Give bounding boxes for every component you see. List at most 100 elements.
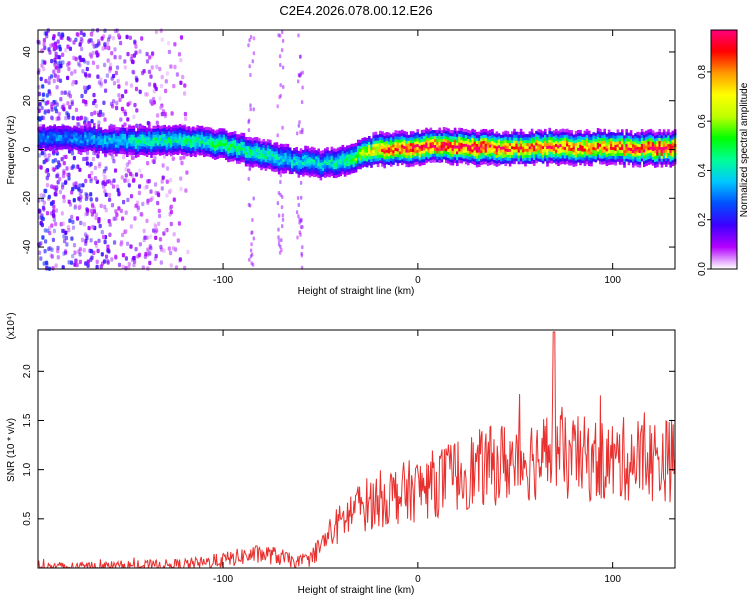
noise-cell <box>43 110 47 115</box>
ridge-cell <box>502 137 505 141</box>
ridge-cell <box>409 134 413 138</box>
noise-cell <box>84 178 88 184</box>
ridge-cell <box>64 140 67 144</box>
ridge-cell <box>275 145 279 149</box>
ridge-cell <box>665 137 668 141</box>
ridge-cell <box>502 131 505 135</box>
ridge-cell <box>229 140 232 145</box>
y-tick-label: 1.0 <box>22 462 33 476</box>
ridge-cell <box>55 149 59 153</box>
ridge-cell <box>152 146 155 150</box>
ridge-cell <box>297 156 301 160</box>
ridge-cell <box>242 147 246 151</box>
ridge-cell <box>280 161 283 165</box>
colorbar-band <box>711 149 737 153</box>
ridge-cell <box>656 158 659 162</box>
noise-cell <box>79 40 83 45</box>
ridge-cell <box>71 127 74 131</box>
ridge-cell <box>649 158 653 162</box>
noise-cell <box>44 169 48 174</box>
noise-cell <box>279 83 282 88</box>
ridge-cell <box>148 134 151 138</box>
ridge-cell <box>612 132 615 136</box>
ridge-cell <box>530 143 534 147</box>
ridge-cell <box>255 154 259 158</box>
ridge-cell <box>423 135 426 139</box>
ridge-cell <box>339 170 342 174</box>
ridge-cell <box>178 144 182 148</box>
ridge-cell <box>654 155 657 159</box>
ridge-cell <box>425 139 428 143</box>
ridge-cell <box>242 144 246 148</box>
ridge-cell <box>174 130 177 134</box>
noise-cell <box>297 33 300 38</box>
ridge-cell <box>552 142 556 146</box>
ridge-cell <box>478 155 481 159</box>
ridge-cell <box>207 141 210 145</box>
ridge-cell <box>456 142 459 146</box>
ridge-cell <box>478 160 481 165</box>
ridge-cell <box>209 148 213 152</box>
ridge-cell <box>271 153 274 157</box>
noise-cell <box>121 264 125 270</box>
noise-cell <box>58 78 63 83</box>
noise-cell <box>133 259 137 264</box>
noise-cell <box>71 164 75 169</box>
ridge-cell <box>51 143 54 147</box>
ridge-cell <box>130 143 133 147</box>
ridge-cell <box>220 134 224 138</box>
ridge-cell <box>310 152 314 156</box>
ridge-cell <box>288 168 292 172</box>
noise-cell <box>276 104 279 109</box>
noise-cell <box>117 206 121 211</box>
noise-cell <box>159 244 163 250</box>
ridge-cell <box>172 128 175 132</box>
ridge-cell <box>361 152 364 156</box>
ridge-cell <box>401 132 404 136</box>
ridge-cell <box>418 151 422 155</box>
ridge-cell <box>555 132 558 136</box>
ridge-cell <box>607 147 611 151</box>
ridge-cell <box>561 146 565 150</box>
ridge-cell <box>497 139 501 143</box>
ridge-cell <box>484 155 488 159</box>
noise-cell <box>297 203 300 207</box>
ridge-cell <box>350 152 353 156</box>
ridge-cell <box>546 145 549 149</box>
ridge-cell <box>335 174 338 179</box>
ridge-cell <box>178 135 182 139</box>
ridge-cell <box>482 152 485 156</box>
ridge-cell <box>308 162 312 166</box>
noise-cell <box>154 253 158 259</box>
ridge-cell <box>409 154 413 158</box>
ridge-cell <box>357 151 360 155</box>
ridge-cell <box>170 144 173 148</box>
ridge-cell <box>55 135 59 139</box>
ridge-cell <box>471 140 474 144</box>
ridge-cell <box>548 133 551 137</box>
ridge-cell <box>187 146 191 150</box>
noise-cell <box>72 155 76 161</box>
ridge-cell <box>636 137 639 141</box>
noise-cell <box>109 62 113 67</box>
noise-cell <box>281 213 285 218</box>
ridge-cell <box>456 148 459 152</box>
noise-cell <box>155 64 159 69</box>
ridge-cell <box>73 140 76 144</box>
ridge-cell <box>343 167 347 171</box>
ridge-cell <box>126 130 129 134</box>
ridge-cell <box>647 138 650 142</box>
ridge-cell <box>40 127 43 131</box>
ridge-cell <box>530 152 534 156</box>
ridge-cell <box>306 149 309 153</box>
noise-cell <box>143 235 147 240</box>
ridge-cell <box>178 150 182 154</box>
ridge-cell <box>216 141 219 145</box>
ridge-cell <box>181 140 184 144</box>
ridge-cell <box>44 142 48 146</box>
ridge-cell <box>524 133 527 138</box>
ridge-cell <box>291 150 294 154</box>
ridge-cell <box>95 146 98 150</box>
ridge-cell <box>669 149 672 153</box>
ridge-cell <box>167 137 171 141</box>
